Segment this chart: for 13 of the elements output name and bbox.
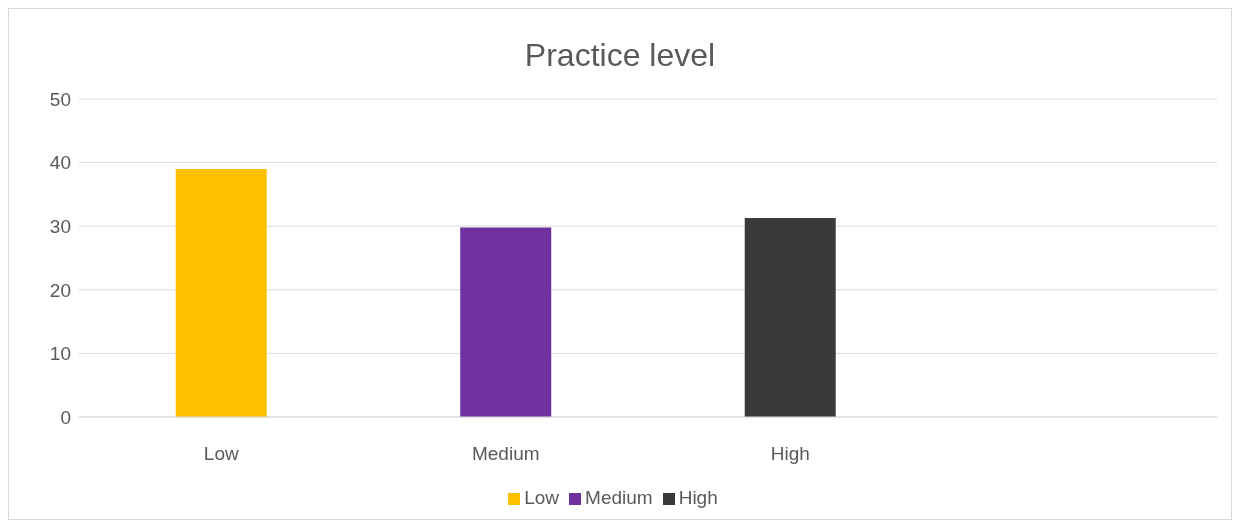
y-tick-label: 30 <box>49 215 71 237</box>
chart-title: Practice level <box>523 36 717 75</box>
x-tick-label: High <box>770 443 810 465</box>
y-tick-label: 50 <box>49 88 71 110</box>
x-tick-label: Low <box>203 443 239 465</box>
y-tick-label: 40 <box>49 152 71 174</box>
legend-label: Medium <box>585 487 653 508</box>
y-tick-label: 20 <box>49 279 71 301</box>
legend-label: High <box>678 487 718 508</box>
y-tick-label: 10 <box>49 343 71 365</box>
y-tick-label: 0 <box>60 406 71 428</box>
x-tick-label: Medium <box>471 443 540 465</box>
legend-label: Low <box>524 487 560 508</box>
